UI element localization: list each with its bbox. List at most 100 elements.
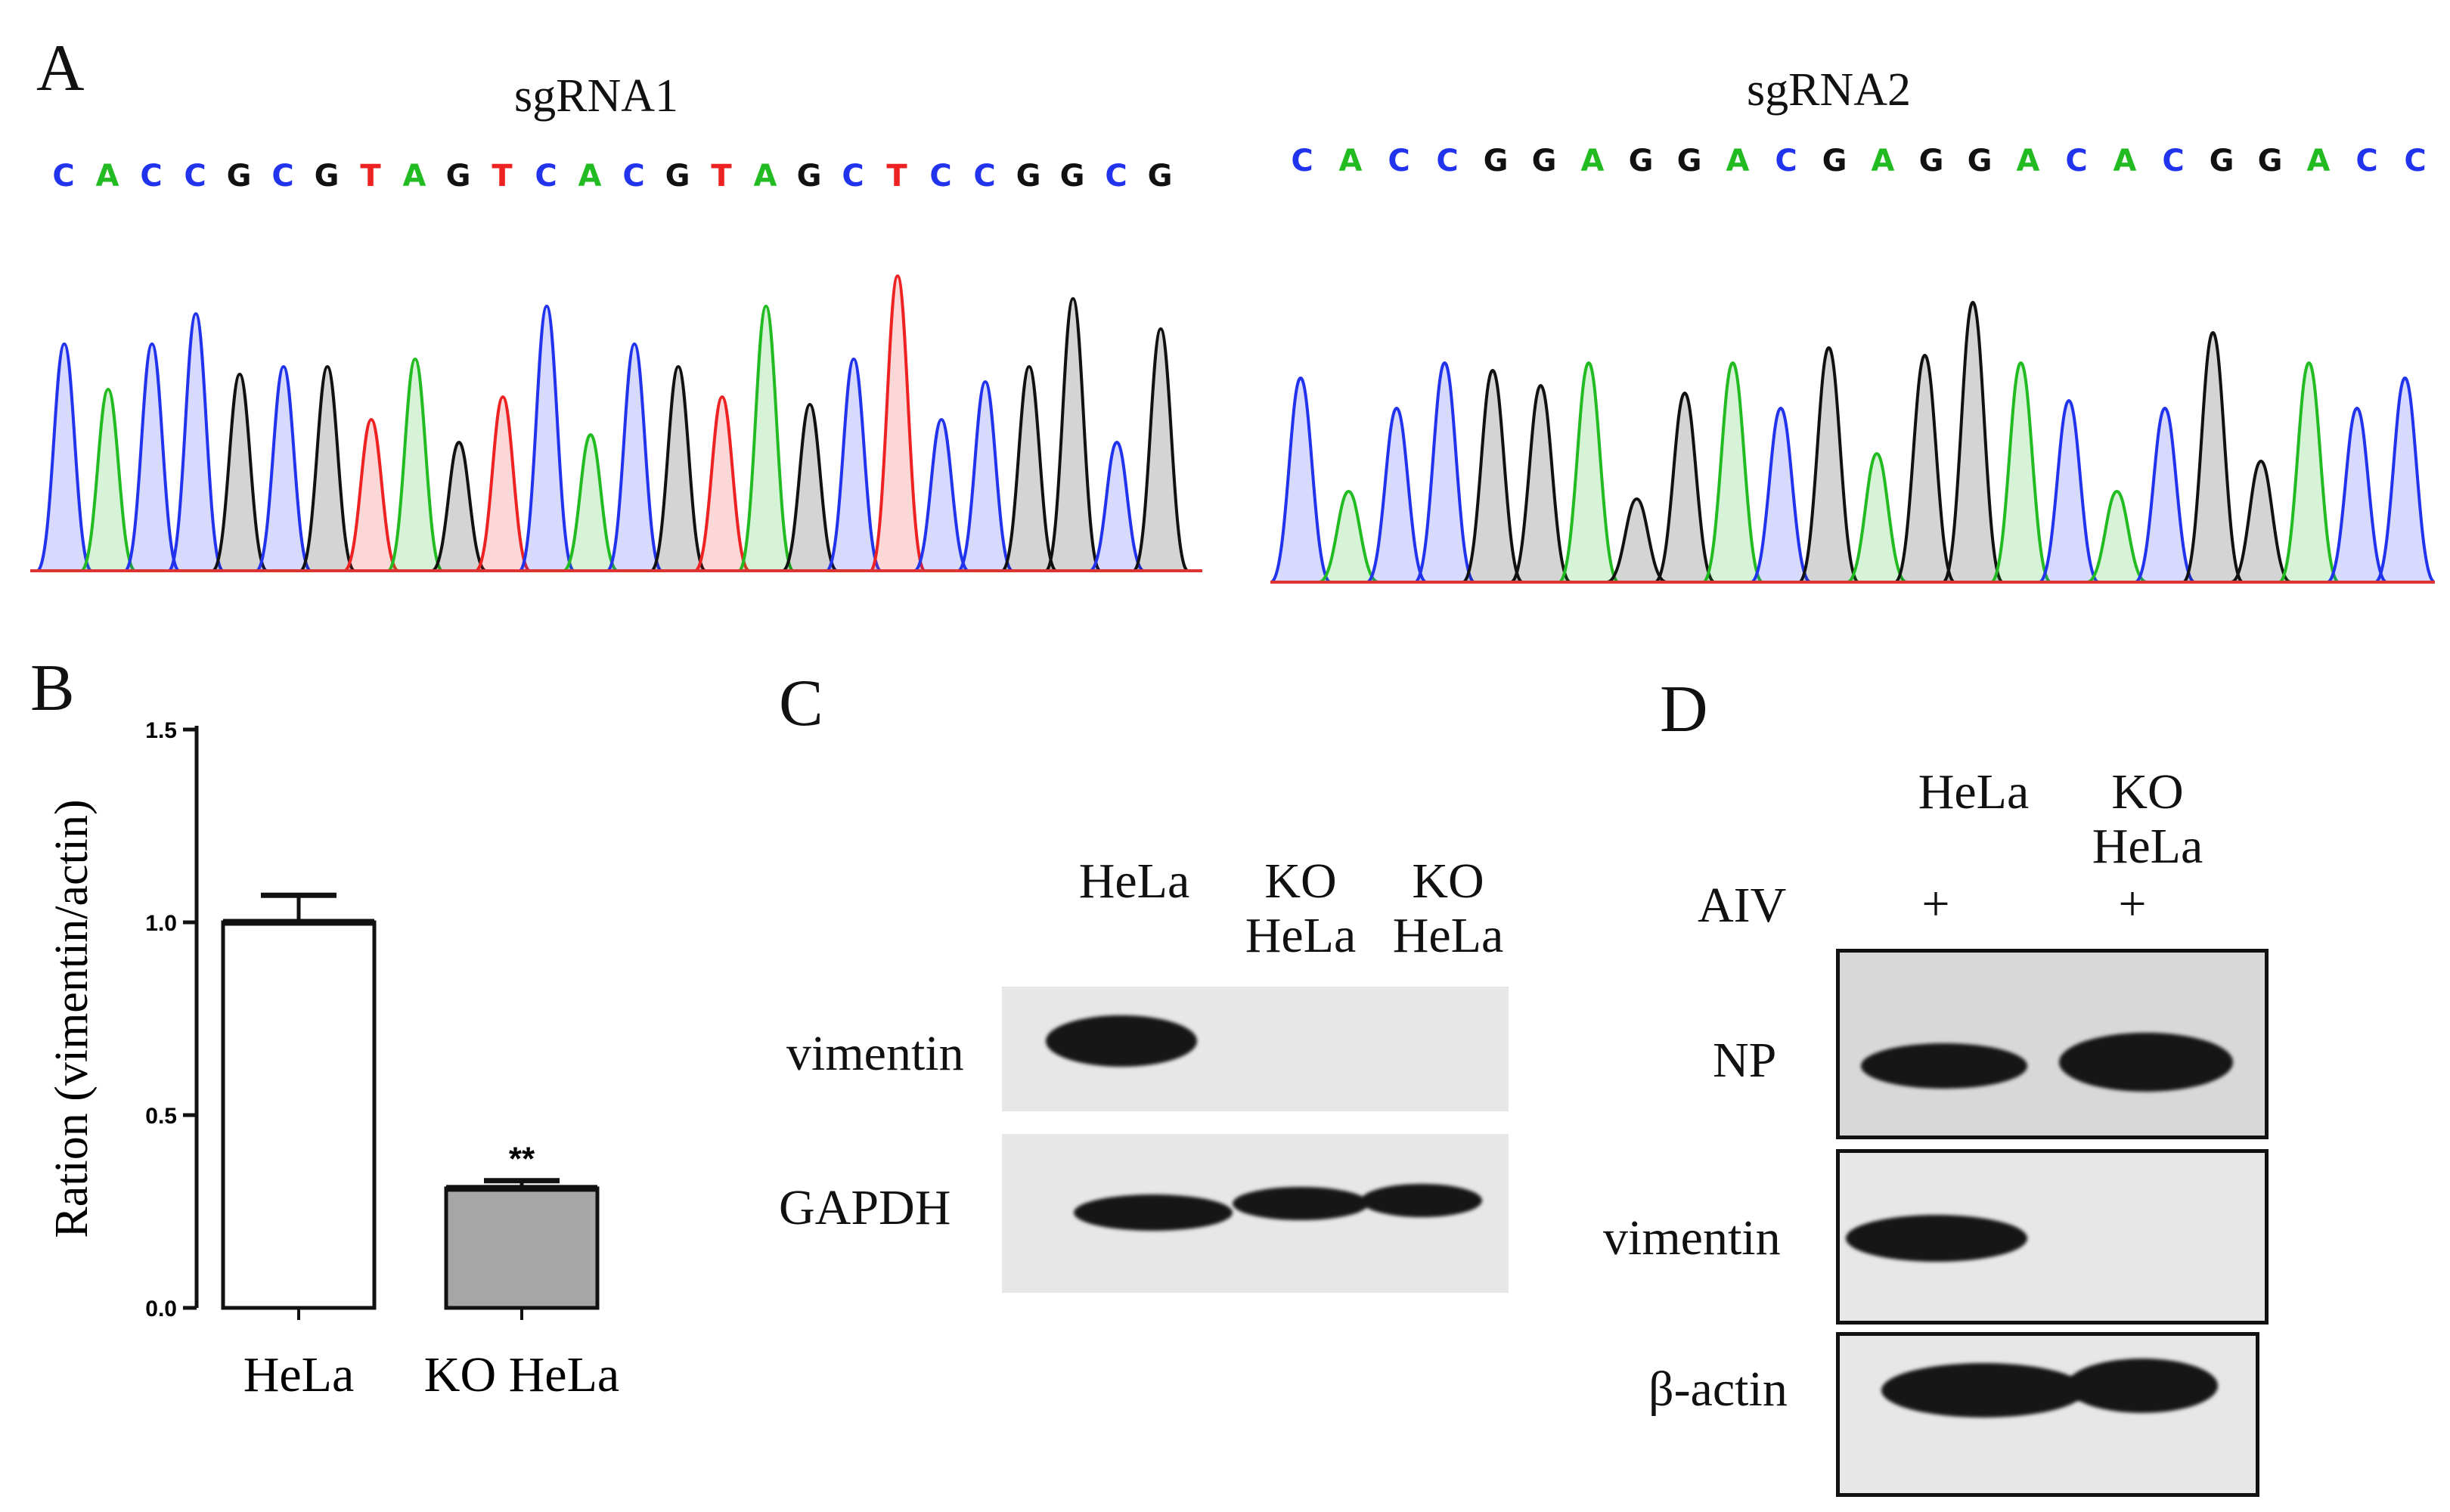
base-call: G	[1967, 144, 1993, 178]
base-call: C	[1388, 144, 1410, 178]
base-call: C	[622, 159, 645, 194]
blot-d-beta-actin-band-ko	[2067, 1359, 2218, 1413]
base-call: A	[1726, 144, 1750, 178]
chromatogram-peak	[1000, 364, 1058, 572]
base-call: A	[753, 159, 777, 194]
blot-d-row-label-beta-actin: β-actin	[1648, 1362, 1788, 1417]
x-category-label: HeLa	[243, 1347, 355, 1402]
blot-c-gapdh-strip	[1002, 1134, 1509, 1293]
base-call: C	[1105, 159, 1127, 194]
base-call: G	[2257, 144, 2283, 178]
chromatogram-peak	[1366, 406, 1428, 584]
base-call: C	[2404, 144, 2427, 178]
base-call: G	[445, 159, 471, 194]
base-call: C	[1436, 144, 1459, 178]
chromatogram-peak	[1318, 489, 1379, 584]
base-call: T	[886, 159, 907, 194]
chromatogram-peak	[431, 440, 487, 572]
blot-c-vimentin-band-hela	[1046, 1015, 1197, 1067]
base-call: C	[1291, 144, 1313, 178]
chromatogram-peak	[1462, 368, 1524, 584]
chromatogram-peak	[474, 395, 532, 572]
base-call: C	[52, 159, 75, 194]
chromatogram-peak	[1558, 361, 1620, 584]
blot-c-row-label-gapdh: GAPDH	[779, 1180, 951, 1235]
base-call: G	[796, 159, 822, 194]
chromatogram-peak	[606, 342, 663, 572]
blot-d-treatment-label: AIV	[1698, 878, 1787, 933]
chromatogram-peak	[299, 364, 356, 572]
sgrna1-chromatogram	[30, 274, 1202, 572]
panel-letter-d: D	[1660, 673, 1708, 746]
chromatogram-peak	[2134, 406, 2196, 584]
chromatogram-peak	[1414, 361, 1475, 584]
chromatogram-peak	[518, 304, 575, 572]
blot-d-row-label-vimentin: vimentin	[1603, 1210, 1781, 1266]
base-call: A	[1338, 144, 1363, 178]
chromatogram-peak	[1893, 353, 1956, 584]
panel-letter-c: C	[779, 667, 823, 740]
chromatogram-peak	[386, 357, 444, 572]
base-call: C	[973, 159, 996, 194]
base-call: T	[711, 159, 732, 194]
chromatogram-peak	[123, 342, 181, 572]
base-call: C	[842, 159, 864, 194]
base-call: G	[1016, 159, 1041, 194]
base-call: G	[1628, 144, 1654, 178]
blot-d-lane-2: KO HeLa	[2092, 764, 2203, 874]
chromatogram-peak	[1089, 440, 1145, 572]
blot-c-row-label-vimentin: vimentin	[786, 1026, 964, 1081]
base-call: A	[2113, 144, 2137, 178]
bar	[444, 1186, 600, 1310]
chromatogram-peak	[2182, 330, 2244, 584]
blot-d-vimentin-strip	[1836, 1149, 2269, 1325]
chromatogram-peak	[1270, 376, 1332, 584]
significance-marker: **	[509, 1141, 535, 1178]
chromatogram-peak	[693, 395, 751, 572]
chromatogram-peak	[211, 372, 268, 572]
chromatogram-peak	[167, 311, 225, 572]
chromatogram-peak	[1941, 300, 2005, 584]
base-call: G	[1822, 144, 1847, 178]
sgrna1-title: sgRNA1	[514, 70, 679, 122]
sgrna2-chromatogram	[1270, 300, 2435, 584]
base-call: C	[2065, 144, 2088, 178]
chromatogram-peak	[2374, 376, 2435, 584]
y-axis-label: Ration (vimentin/actin)	[46, 799, 98, 1238]
y-tick-label: 1.5	[145, 718, 177, 743]
panel-letter-a: A	[36, 32, 85, 105]
blot-c-gapdh-band-ko2	[1361, 1184, 1482, 1217]
blot-c-gapdh-band-hela	[1074, 1194, 1233, 1231]
base-call: A	[95, 159, 119, 194]
chromatogram-peak	[79, 387, 137, 572]
chromatogram-peak	[1132, 327, 1189, 572]
base-call: A	[578, 159, 602, 194]
blot-d-np-band-hela	[1861, 1043, 2027, 1089]
chromatogram-peak	[1846, 451, 1908, 584]
base-call: C	[2355, 144, 2378, 178]
chromatogram-peak	[781, 402, 839, 572]
chromatogram-peak	[255, 364, 312, 572]
blot-c-lane-3: KO HeLa	[1392, 854, 1504, 963]
y-tick-label: 0.0	[145, 1297, 177, 1321]
chromatogram-peak	[1654, 391, 1716, 584]
sgrna2-title: sgRNA2	[1747, 64, 1912, 116]
panel-letter-b: B	[30, 652, 75, 725]
chromatogram-peak	[957, 380, 1014, 572]
bar	[221, 920, 377, 1310]
chromatogram-peak	[737, 304, 795, 572]
chromatogram-peak	[2326, 406, 2388, 584]
base-call: C	[1775, 144, 1797, 178]
blot-c-lane-1: HeLa	[1078, 854, 1190, 909]
base-call: G	[1059, 159, 1085, 194]
chromatogram-peak	[2278, 361, 2340, 584]
base-call: A	[2016, 144, 2040, 178]
base-call: G	[1531, 144, 1557, 178]
base-call: C	[271, 159, 294, 194]
chromatogram-peak	[1797, 345, 1860, 584]
base-call: A	[1871, 144, 1895, 178]
base-call: C	[535, 159, 557, 194]
base-call: T	[360, 159, 381, 194]
